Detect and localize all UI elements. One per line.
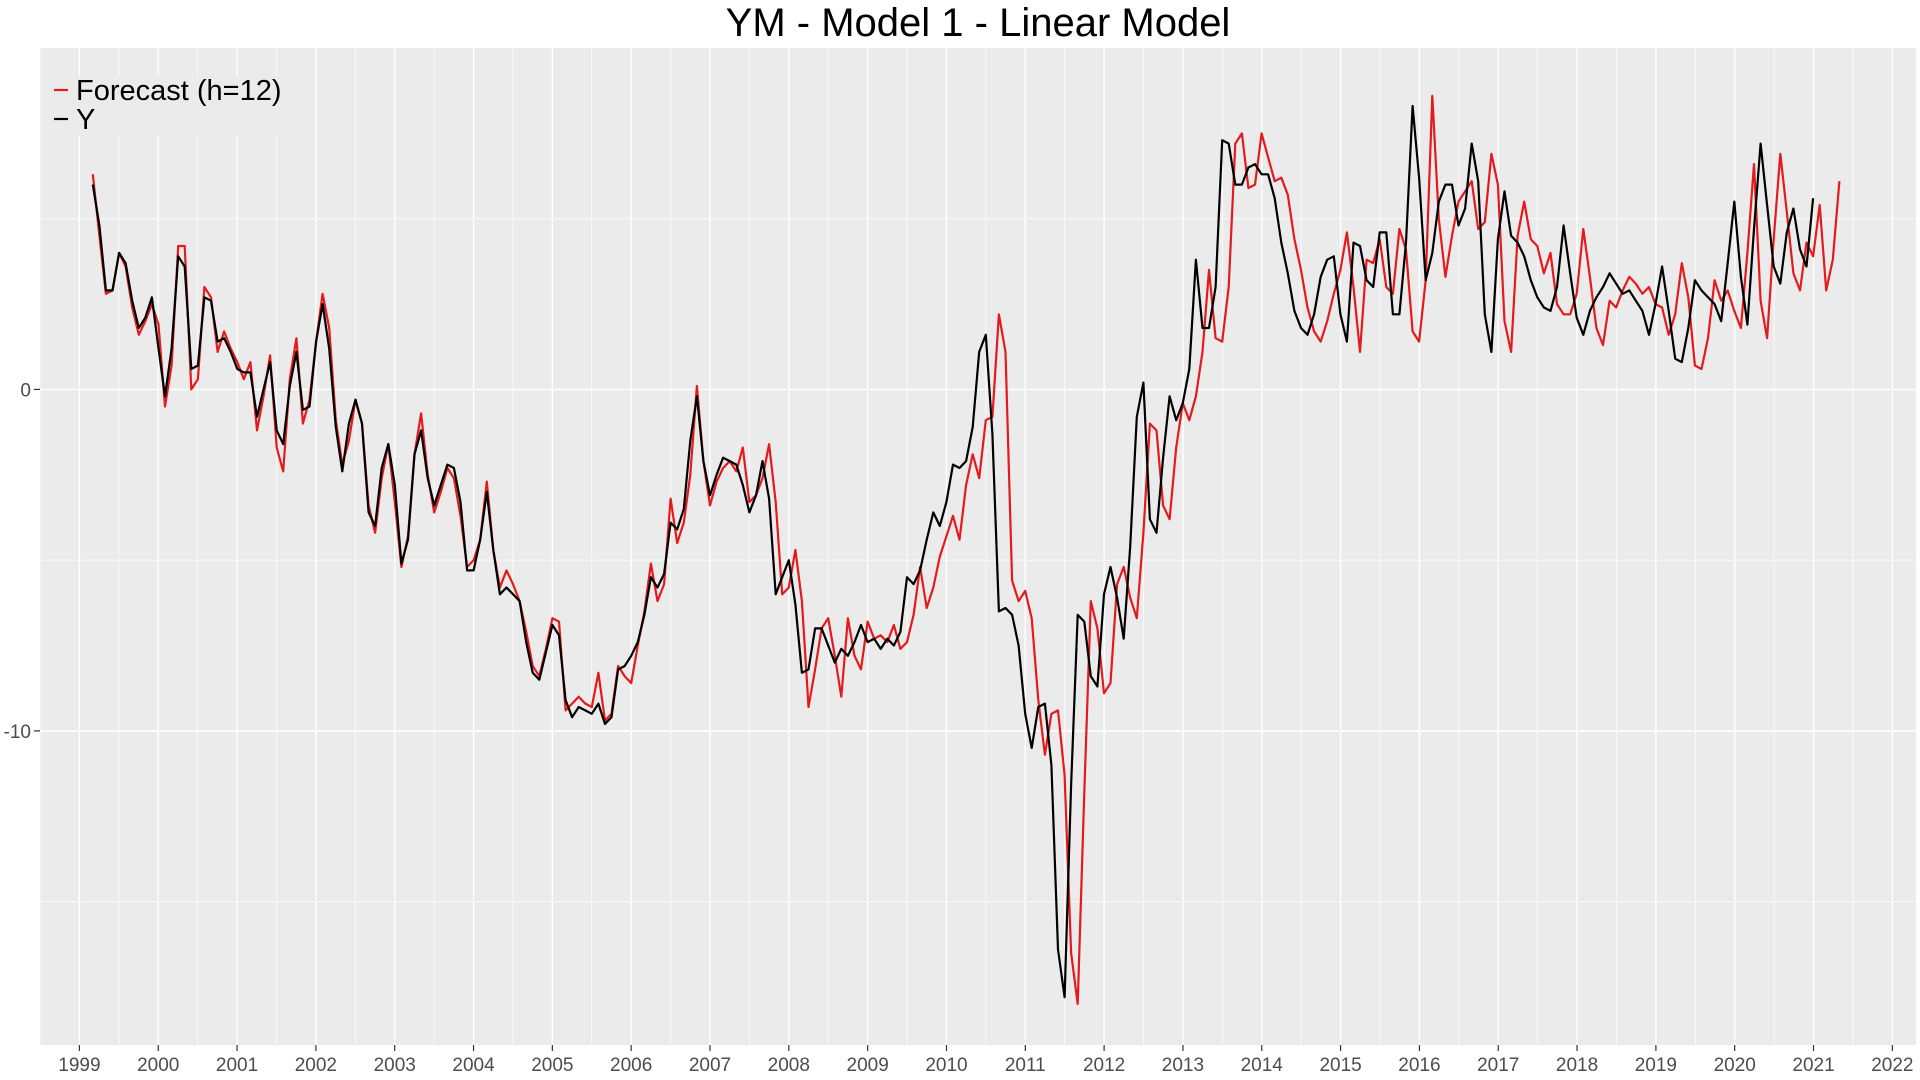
x-tick-label: 2003 bbox=[374, 1055, 416, 1076]
x-tick-label: 2018 bbox=[1556, 1055, 1598, 1076]
x-tick-label: 2016 bbox=[1398, 1055, 1440, 1076]
x-tick-label: 2008 bbox=[768, 1055, 810, 1076]
x-tick-label: 2014 bbox=[1241, 1055, 1284, 1076]
series-layer bbox=[91, 94, 1841, 1006]
legend: Forecast (h=12)Y bbox=[48, 75, 298, 136]
x-tick-label: 2010 bbox=[925, 1055, 967, 1076]
legend-label: Y bbox=[76, 104, 95, 136]
x-tick-label: 2001 bbox=[216, 1055, 258, 1076]
major-gridlines bbox=[40, 48, 1916, 1045]
x-tick-label: 2002 bbox=[295, 1055, 337, 1076]
x-tick-label: 2012 bbox=[1083, 1055, 1125, 1076]
x-tick-label: 2006 bbox=[610, 1055, 652, 1076]
y-tick-label: 0 bbox=[20, 380, 31, 401]
series-line-forecast-h-12 bbox=[91, 94, 1841, 1006]
series-line-y bbox=[91, 104, 1815, 999]
legend-label: Forecast (h=12) bbox=[76, 75, 282, 107]
x-tick-label: 2017 bbox=[1477, 1055, 1519, 1076]
plot-panel bbox=[40, 48, 1916, 1045]
x-tick-label: 2015 bbox=[1319, 1055, 1361, 1076]
x-tick-label: 2007 bbox=[689, 1055, 731, 1076]
legend-box bbox=[48, 76, 298, 136]
x-tick-label: 2005 bbox=[531, 1055, 573, 1076]
x-tick-label: 2000 bbox=[137, 1055, 179, 1076]
x-tick-label: 2022 bbox=[1871, 1055, 1913, 1076]
x-tick-label: 2019 bbox=[1635, 1055, 1677, 1076]
x-tick-label: 2021 bbox=[1792, 1055, 1834, 1076]
minor-gridlines bbox=[39, 48, 1916, 1045]
axes: 1999 2000 2001 2002 2003 2004 2005 2006 2007 2008… bbox=[4, 380, 1914, 1076]
y-tick-label: -10 bbox=[4, 722, 31, 743]
x-tick-label: 2004 bbox=[452, 1055, 495, 1076]
chart-title: YM - Model 1 - Linear Model bbox=[726, 1, 1231, 45]
x-tick-label: 2009 bbox=[847, 1055, 889, 1076]
x-tick-label: 2020 bbox=[1714, 1055, 1756, 1076]
x-tick-label: 2011 bbox=[1005, 1055, 1046, 1076]
x-tick-label: 1999 bbox=[58, 1055, 100, 1076]
x-tick-label: 2013 bbox=[1162, 1055, 1204, 1076]
